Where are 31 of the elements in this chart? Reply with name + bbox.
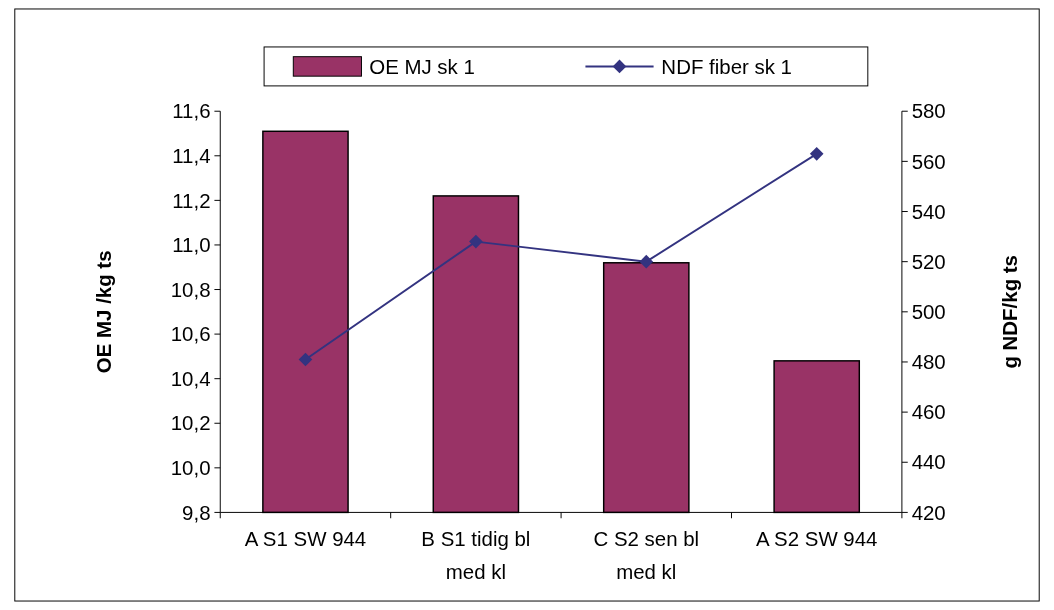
point: [809, 147, 824, 161]
x-tick-label: A S1 SW 944: [244, 526, 367, 550]
point: [469, 234, 483, 249]
y2-tick-label: 440: [911, 450, 946, 474]
y2-tick-label: 520: [911, 249, 946, 273]
y2-tick-label: 500: [911, 299, 946, 323]
y2-tick-label: 420: [911, 500, 946, 524]
x-tick-label: A S2 SW 944: [755, 526, 878, 550]
legend-label: NDF fiber sk 1: [661, 54, 792, 78]
legend-label: OE MJ sk 1: [369, 54, 475, 78]
y2-tick-label: 580: [911, 99, 946, 123]
y-tick-label: 10,6: [170, 322, 211, 346]
y-tick-label: 10,4: [170, 366, 211, 390]
y-tick-label: 11,6: [172, 99, 211, 123]
y2-tick-label: 460: [911, 400, 946, 424]
y2-tick-label: 480: [911, 350, 946, 374]
y-tick-label: 11,0: [172, 233, 211, 257]
y-tick-label: 10,2: [170, 411, 211, 435]
point: [639, 254, 654, 269]
x-tick-label: B S1 tidig bl med kl: [421, 526, 531, 583]
y-tick-label: 10,8: [170, 277, 211, 301]
y-tick-label: 11,2: [172, 188, 211, 212]
point: [298, 352, 313, 367]
y2-tick-label: 560: [911, 149, 946, 173]
y-axis-title: OE MJ /kg ts: [92, 250, 116, 374]
y2-tick-label: 540: [911, 199, 946, 223]
y-tick-label: 11,4: [172, 143, 211, 167]
y-tick-label: 9,8: [182, 500, 211, 524]
x-tick-label: C S2 sen bl med kl: [593, 526, 700, 583]
y-tick-label: 10,0: [170, 455, 211, 479]
y2-axis-title: g NDF/kg ts: [997, 255, 1021, 369]
